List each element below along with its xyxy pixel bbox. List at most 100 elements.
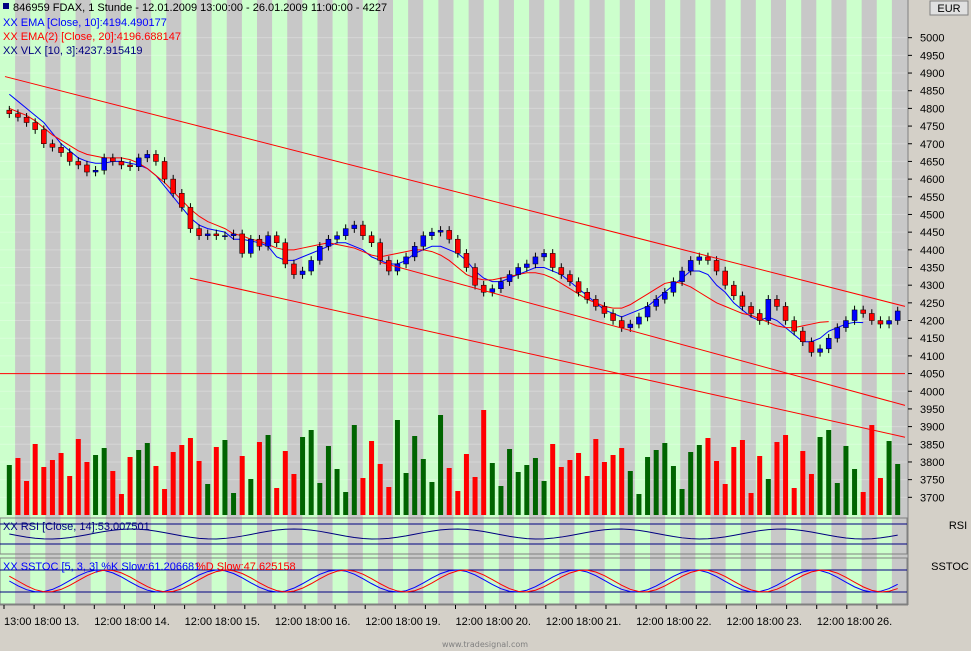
volume-bar — [808, 474, 814, 515]
bg-band — [151, 0, 167, 605]
x-tick-label: 14. — [155, 616, 170, 628]
volume-bar — [774, 442, 780, 515]
bg-band — [120, 0, 137, 605]
candle-body — [342, 228, 349, 236]
x-tick-label: 23. — [787, 616, 802, 628]
candle-body — [756, 313, 763, 321]
candle-body — [92, 170, 99, 173]
candle-body — [144, 154, 151, 159]
candle-body — [532, 256, 539, 265]
volume-bar — [101, 448, 107, 515]
volume-bar — [32, 444, 38, 515]
volume-bar — [489, 463, 495, 515]
bg-band — [665, 0, 681, 605]
x-tick-label: 18:00 — [576, 616, 604, 628]
trend-channels — [0, 76, 906, 438]
volume-bar — [783, 435, 789, 515]
rsi-line — [9, 528, 898, 540]
volume-bar — [593, 439, 599, 515]
candle-body — [308, 260, 314, 272]
volume-bar — [696, 445, 702, 515]
volume-bar — [843, 446, 849, 515]
volume-bar — [507, 449, 513, 515]
bg-band — [786, 0, 802, 605]
y-tick-label: 5000 — [920, 33, 944, 45]
candle-body — [58, 147, 64, 153]
candle-body — [886, 320, 892, 325]
candle-body — [739, 295, 746, 307]
candle-body — [84, 164, 90, 173]
x-tick-label: 18:00 — [124, 616, 152, 628]
volume-bar — [826, 430, 832, 515]
sub-panels — [0, 517, 908, 605]
candle-body — [506, 274, 513, 282]
volume-bar — [558, 467, 564, 515]
candle-body — [800, 330, 806, 342]
sstoc-d-line — [9, 569, 898, 593]
y-tick-label: 3750 — [920, 475, 944, 487]
bg-band — [105, 0, 122, 605]
x-tick-label: 13:00 — [4, 616, 32, 628]
bg-band — [377, 0, 394, 605]
candle-body — [541, 253, 547, 258]
x-tick-label: 12:00 — [817, 616, 845, 628]
candle-body — [66, 152, 73, 162]
volume-bars — [6, 410, 901, 515]
volume-bar — [265, 435, 271, 515]
y-tick-label: 3700 — [920, 492, 944, 504]
volume-bar — [58, 453, 64, 515]
candle-body — [49, 143, 56, 148]
bg-band — [166, 0, 182, 605]
candle-body — [860, 309, 866, 314]
volume-bar — [170, 452, 176, 515]
volume-bar — [67, 476, 73, 515]
volume-bar — [213, 447, 219, 515]
volume-bar — [688, 452, 694, 515]
volume-bar — [49, 460, 55, 515]
y-tick-label: 4100 — [920, 351, 944, 363]
volume-bar — [679, 489, 685, 515]
volume-bar — [481, 410, 487, 515]
x-tick-label: 26. — [877, 616, 892, 628]
sstoc-k-line — [9, 569, 898, 593]
candle-body — [618, 320, 625, 328]
candle-body — [187, 207, 194, 229]
candle-body — [446, 230, 452, 240]
rsi-legend: XX RSI [Close, 14]:53.007501 — [3, 521, 150, 533]
volume-bar — [15, 458, 21, 515]
y-tick-label: 4500 — [920, 209, 944, 221]
volume-bar — [576, 453, 582, 515]
candle-body — [299, 270, 306, 275]
candle-body — [575, 281, 582, 293]
volume-bar — [515, 472, 521, 515]
y-tick-label: 3850 — [920, 439, 944, 451]
volume-bar — [239, 456, 245, 515]
y-tick-label: 3950 — [920, 404, 944, 416]
candle-body — [455, 238, 461, 254]
x-tick-label: 12:00 — [636, 616, 664, 628]
volume-bar — [75, 439, 81, 515]
x-axis-panel — [0, 605, 971, 651]
candle-body — [644, 306, 651, 318]
candle-body — [679, 270, 685, 282]
bg-band — [468, 0, 485, 605]
y-axis-ticks: 5000 4950 4900 4850 4800 4750 4700 4650 4600 4550… — [908, 33, 944, 504]
candle-body — [653, 299, 659, 307]
candle-body — [222, 235, 228, 237]
candle-body — [437, 230, 444, 233]
y-tick-label: 4650 — [920, 156, 944, 168]
x-tick-label: 13. — [64, 616, 79, 628]
volume-bar — [420, 459, 426, 515]
volume-bar — [498, 486, 504, 515]
candle-body — [843, 320, 849, 328]
candle-body — [360, 224, 366, 236]
bg-band — [634, 0, 651, 605]
candle-body — [273, 235, 280, 244]
volume-bar — [463, 454, 469, 515]
candle-body — [567, 274, 573, 282]
candle-body — [765, 299, 772, 321]
candle-body — [558, 267, 565, 275]
candle-body — [808, 341, 815, 353]
candle-body — [869, 313, 875, 321]
x-tick-label: 18:00 — [847, 616, 875, 628]
